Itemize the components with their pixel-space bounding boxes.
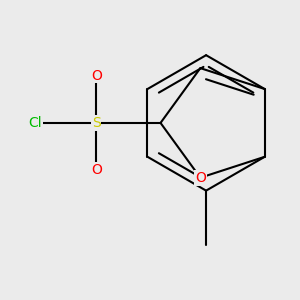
- Text: Cl: Cl: [28, 116, 42, 130]
- Text: S: S: [92, 116, 100, 130]
- Text: O: O: [91, 68, 102, 83]
- Text: O: O: [91, 163, 102, 177]
- Text: O: O: [195, 171, 206, 185]
